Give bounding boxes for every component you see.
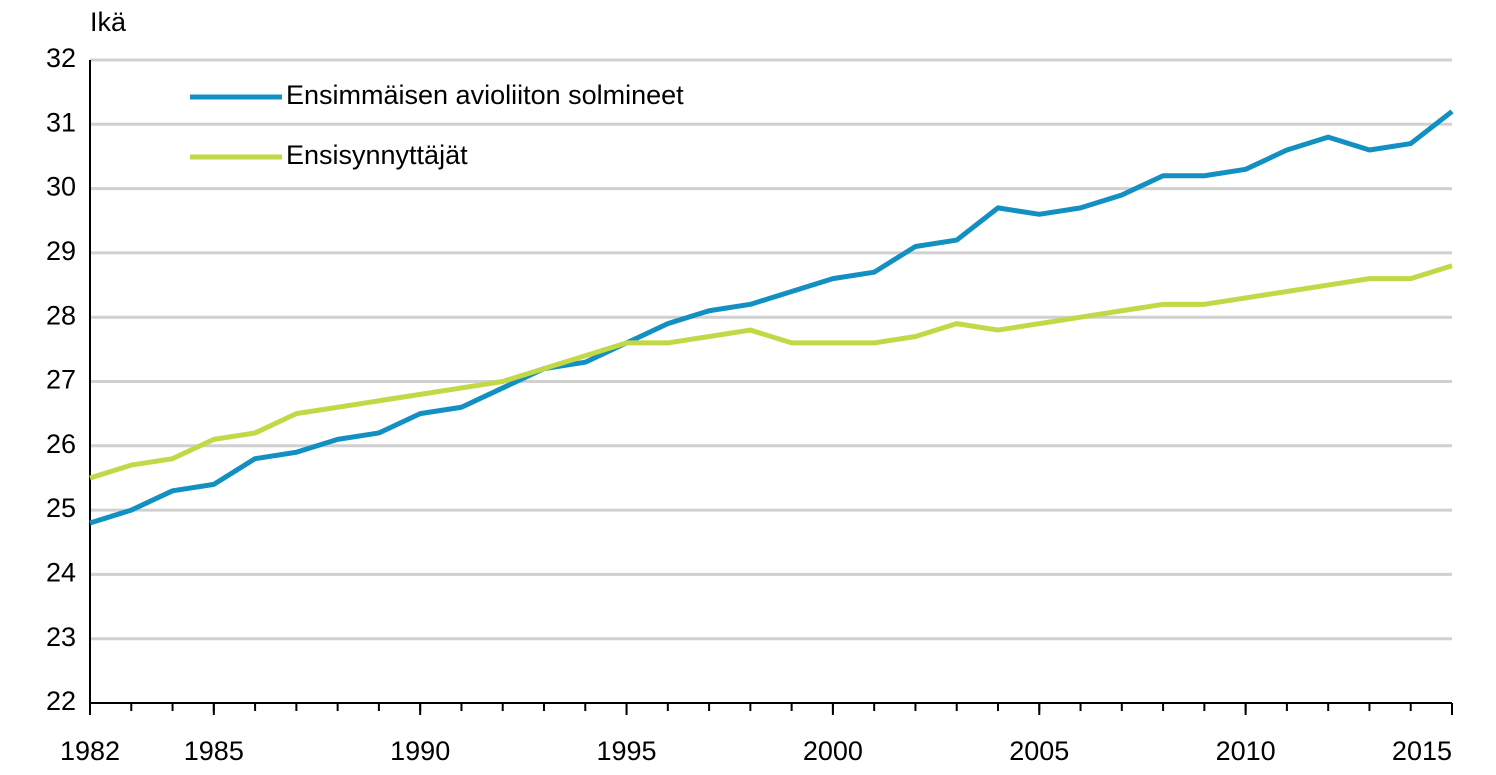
y-tick-label: 30 bbox=[46, 172, 76, 202]
x-tick-label: 2015 bbox=[1392, 736, 1452, 766]
y-tick-label: 23 bbox=[46, 622, 76, 652]
y-tick-label: 28 bbox=[46, 300, 76, 330]
y-axis-label: Ikä bbox=[90, 7, 127, 37]
x-tick-label: 1982 bbox=[60, 736, 120, 766]
y-tick-label: 32 bbox=[46, 43, 76, 73]
x-tick-label: 1990 bbox=[390, 736, 450, 766]
y-tick-label: 24 bbox=[46, 558, 76, 588]
x-tick-label: 1995 bbox=[597, 736, 657, 766]
series-line bbox=[89, 263, 1453, 481]
series-line bbox=[89, 109, 1454, 526]
legend-label: Ensimmäisen avioliiton solmineet bbox=[286, 80, 684, 110]
x-tick-label: 2000 bbox=[803, 736, 863, 766]
y-tick-label: 31 bbox=[46, 107, 76, 137]
x-tick-label: 2005 bbox=[1009, 736, 1069, 766]
legend-label: Ensisynnyttäjät bbox=[286, 140, 468, 170]
y-tick-label: 29 bbox=[46, 236, 76, 266]
x-tick-label: 2010 bbox=[1216, 736, 1276, 766]
y-tick-label: 22 bbox=[46, 686, 76, 716]
y-tick-label: 27 bbox=[46, 365, 76, 395]
x-tick-label: 1985 bbox=[184, 736, 244, 766]
y-tick-label: 26 bbox=[46, 429, 76, 459]
y-tick-label: 25 bbox=[46, 493, 76, 523]
